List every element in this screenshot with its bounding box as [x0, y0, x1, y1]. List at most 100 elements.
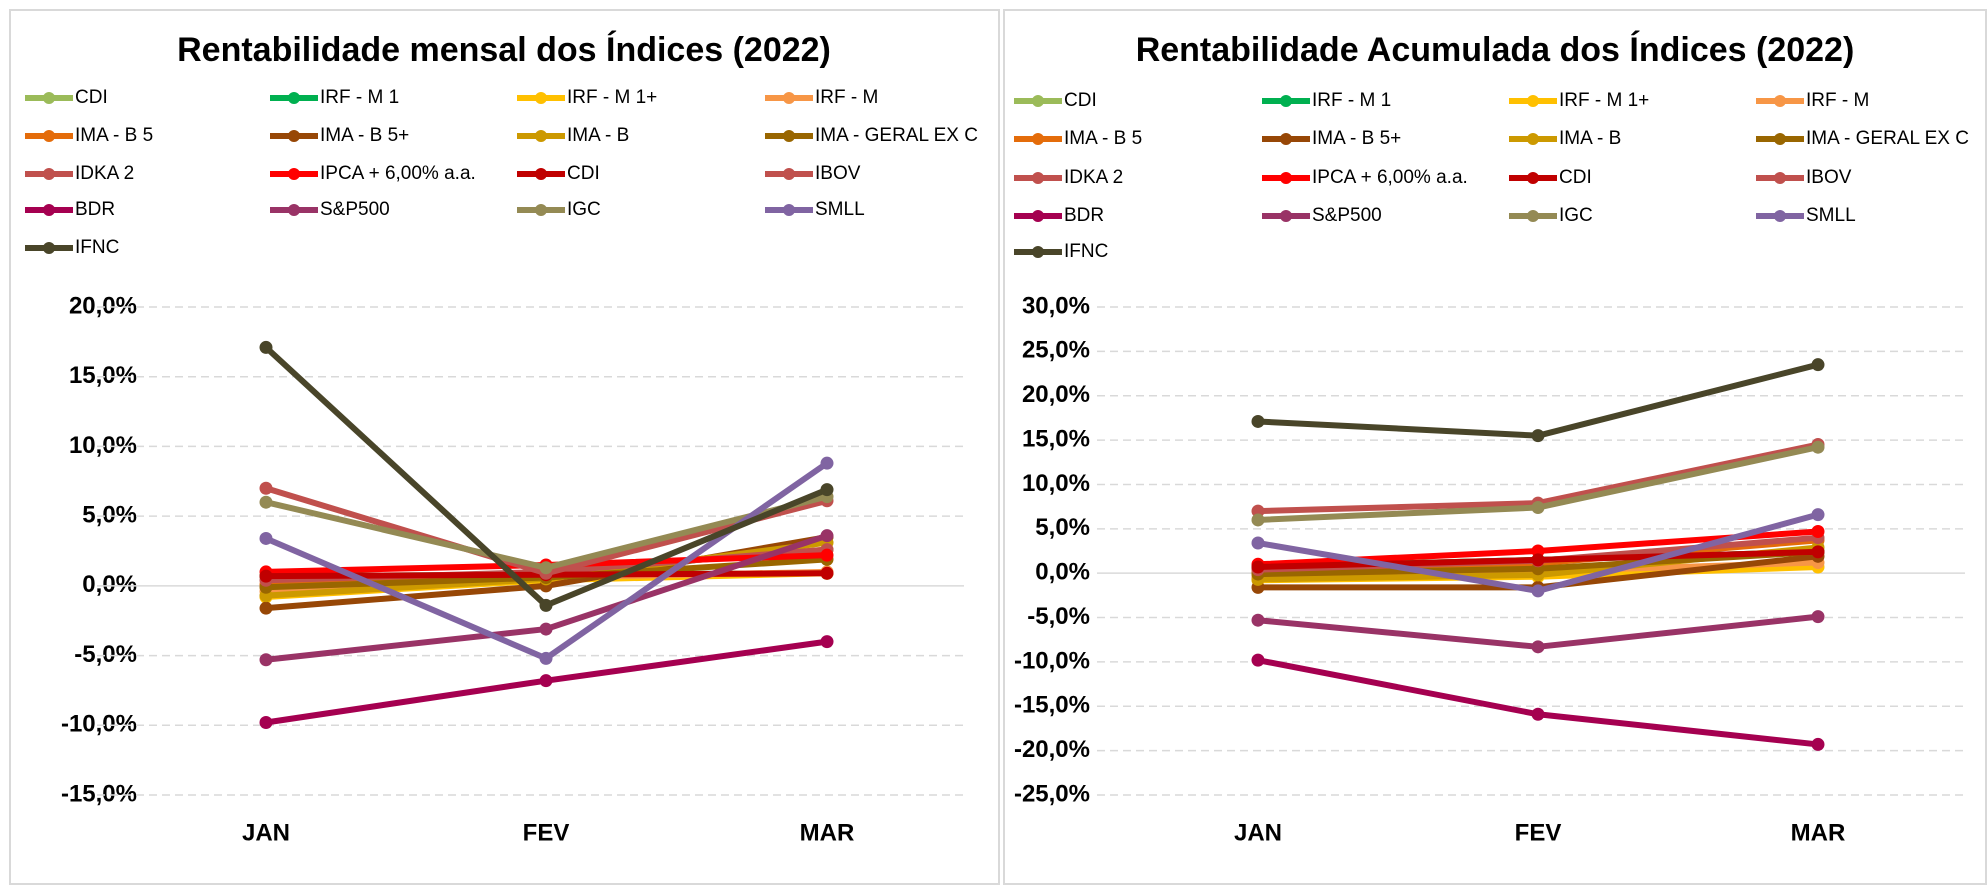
data-point — [1251, 560, 1265, 574]
y-tick-label: 15,0% — [1022, 425, 1090, 452]
data-point — [1251, 653, 1265, 667]
legend-marker — [1774, 210, 1786, 222]
legend-label: IPCA + 6,00% a.a. — [320, 163, 476, 184]
legend-label: IMA - B 5+ — [320, 125, 409, 146]
data-point — [1811, 358, 1825, 372]
y-tick-label: -15,0% — [1014, 692, 1090, 719]
legend-marker — [1032, 133, 1044, 145]
legend-marker — [783, 130, 795, 142]
legend-label: IMA - B 5+ — [1312, 128, 1401, 149]
x-tick-label: MAR — [800, 819, 855, 846]
data-point — [1531, 640, 1545, 654]
legend-marker — [1032, 172, 1044, 184]
legend-marker — [535, 92, 547, 104]
data-point — [259, 715, 273, 729]
data-point — [820, 566, 834, 580]
legend-marker — [1032, 95, 1044, 107]
legend-label: BDR — [75, 199, 115, 220]
legend-marker — [535, 168, 547, 180]
legend-marker — [43, 204, 55, 216]
data-point — [259, 481, 273, 495]
data-point — [820, 548, 834, 562]
data-point — [1811, 508, 1825, 522]
legend-label: S&P500 — [320, 199, 390, 220]
y-tick-label: 0,0% — [82, 571, 137, 598]
data-point — [820, 635, 834, 649]
legend-label: IRF - M 1+ — [567, 87, 657, 108]
legend-label: IMA - B 5 — [75, 125, 153, 146]
data-point — [1531, 707, 1545, 721]
legend-label: IMA - B — [1559, 128, 1621, 149]
data-point — [1811, 440, 1825, 454]
legend-label: SMLL — [1806, 205, 1856, 226]
legend-label: CDI — [1559, 167, 1592, 188]
legend-label: IMA - B 5 — [1064, 128, 1142, 149]
legend-label: IMA - GERAL EX C — [815, 125, 978, 146]
y-tick-label: 5,0% — [1035, 514, 1090, 541]
data-point — [1531, 584, 1545, 598]
data-point — [539, 598, 553, 612]
x-tick-label: FEV — [523, 819, 570, 846]
y-tick-label: -5,0% — [1027, 603, 1090, 630]
legend-marker — [783, 204, 795, 216]
legend-marker — [43, 92, 55, 104]
legend-marker — [1774, 95, 1786, 107]
y-tick-label: 20,0% — [1022, 381, 1090, 408]
data-point — [259, 340, 273, 354]
legend-marker — [1774, 133, 1786, 145]
data-point — [1531, 429, 1545, 443]
legend-label: IRF - M 1 — [1312, 90, 1391, 111]
y-tick-label: 5,0% — [82, 501, 137, 528]
data-point — [259, 531, 273, 545]
y-tick-label: -10,0% — [1014, 647, 1090, 674]
legend-marker — [1527, 95, 1539, 107]
data-point — [820, 483, 834, 497]
data-point — [539, 674, 553, 688]
data-point — [539, 622, 553, 636]
legend-label: IDKA 2 — [1064, 167, 1123, 188]
data-point — [1251, 513, 1265, 527]
legend-label: S&P500 — [1312, 205, 1382, 226]
legend-label: IGC — [567, 199, 601, 220]
legend-marker — [1280, 210, 1292, 222]
data-point — [539, 561, 553, 575]
data-point — [820, 456, 834, 470]
legend-label: IMA - B — [567, 125, 629, 146]
legend-label: IFNC — [75, 237, 119, 258]
legend-marker — [783, 92, 795, 104]
legend-label: IFNC — [1064, 241, 1108, 262]
legend-marker — [1032, 210, 1044, 222]
data-point — [1811, 610, 1825, 624]
data-point — [820, 529, 834, 543]
data-point — [1811, 524, 1825, 538]
legend-marker — [288, 130, 300, 142]
legend-marker — [1280, 133, 1292, 145]
legend-marker — [783, 168, 795, 180]
legend-label: IGC — [1559, 205, 1593, 226]
chart-title: Rentabilidade mensal dos Índices (2022) — [177, 31, 831, 69]
legend-marker — [1527, 133, 1539, 145]
y-tick-label: 0,0% — [1035, 559, 1090, 586]
data-point — [1531, 501, 1545, 515]
data-point — [259, 569, 273, 583]
legend-marker — [1032, 246, 1044, 258]
legend-marker — [288, 92, 300, 104]
legend-label: IRF - M 1 — [320, 87, 399, 108]
y-tick-label: -20,0% — [1014, 736, 1090, 763]
x-tick-label: MAR — [1791, 819, 1846, 846]
legend-label: IMA - GERAL EX C — [1806, 128, 1969, 149]
legend-marker — [288, 204, 300, 216]
legend-marker — [288, 168, 300, 180]
data-point — [539, 651, 553, 665]
legend-marker — [43, 168, 55, 180]
legend-marker — [43, 130, 55, 142]
legend-label: IDKA 2 — [75, 163, 134, 184]
x-tick-label: FEV — [1515, 819, 1562, 846]
legend-label: IBOV — [815, 163, 861, 184]
y-tick-label: 25,0% — [1022, 337, 1090, 364]
y-tick-label: 10,0% — [1022, 470, 1090, 497]
legend-label: BDR — [1064, 205, 1104, 226]
legend-label: IBOV — [1806, 167, 1852, 188]
data-point — [1251, 414, 1265, 428]
